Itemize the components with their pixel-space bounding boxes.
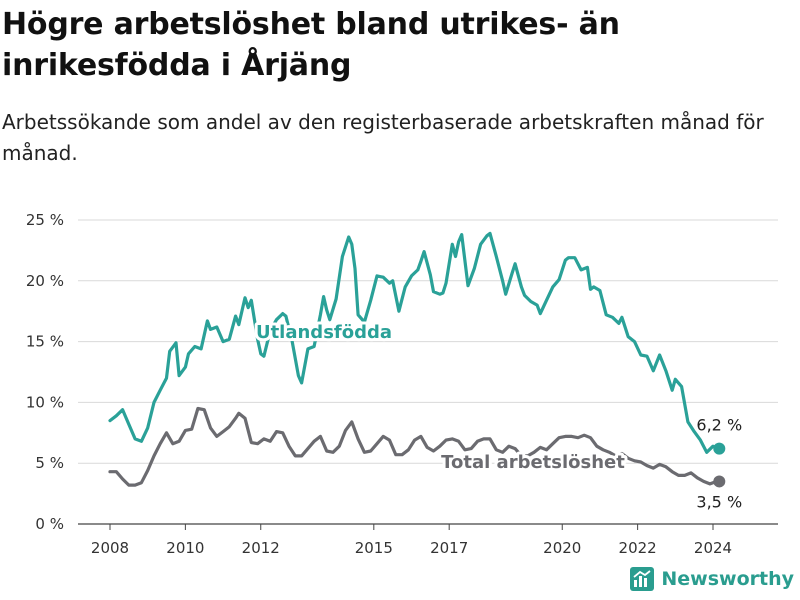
x-tick-label: 2015 xyxy=(355,539,393,557)
series-end-label: 3,5 % xyxy=(696,492,742,511)
series-labels: 6,2 % Utlandsfödda 3,5 % Total arbetslöshet xyxy=(253,319,742,511)
x-tick-label: 2020 xyxy=(543,539,581,557)
brand-logo: Newsworthy xyxy=(630,566,794,592)
x-axis-ticks: 2008 2010 2012 2015 2017 2020 2022 2024 xyxy=(91,524,732,557)
y-tick-label: 20 % xyxy=(26,272,64,290)
series-name-label: Utlandsfödda xyxy=(256,322,392,343)
y-tick-label: 15 % xyxy=(26,333,64,351)
y-tick-label: 10 % xyxy=(26,393,64,411)
x-tick-label: 2010 xyxy=(166,539,204,557)
series-line-utlandsfodda xyxy=(108,231,721,454)
series-lines xyxy=(108,231,726,488)
x-tick-label: 2022 xyxy=(619,539,657,557)
x-tick-label: 2024 xyxy=(694,539,732,557)
x-tick-label: 2008 xyxy=(91,539,129,557)
x-tick-label: 2017 xyxy=(430,539,468,557)
series-line-total-arbetsloshet xyxy=(108,406,721,487)
series-end-point xyxy=(713,442,726,455)
chart-subtitle: Arbetssökande som andel av den registerb… xyxy=(2,110,764,165)
y-axis-ticks: 0 % 5 % 10 % 15 % 20 % 25 % xyxy=(26,211,64,533)
series-end-point xyxy=(713,475,726,488)
y-tick-label: 0 % xyxy=(35,515,64,533)
series-end-label: 6,2 % xyxy=(696,416,742,435)
gridlines xyxy=(78,219,778,525)
y-tick-label: 25 % xyxy=(26,211,64,229)
newsworthy-logo-icon xyxy=(630,567,655,591)
x-tick-label: 2012 xyxy=(242,539,280,557)
brand-name: Newsworthy xyxy=(661,568,794,590)
series-name-label: Total arbetslöshet xyxy=(441,452,625,473)
chart-title: Högre arbetslöshet bland utrikes- än inr… xyxy=(2,7,620,83)
y-tick-label: 5 % xyxy=(35,454,64,472)
